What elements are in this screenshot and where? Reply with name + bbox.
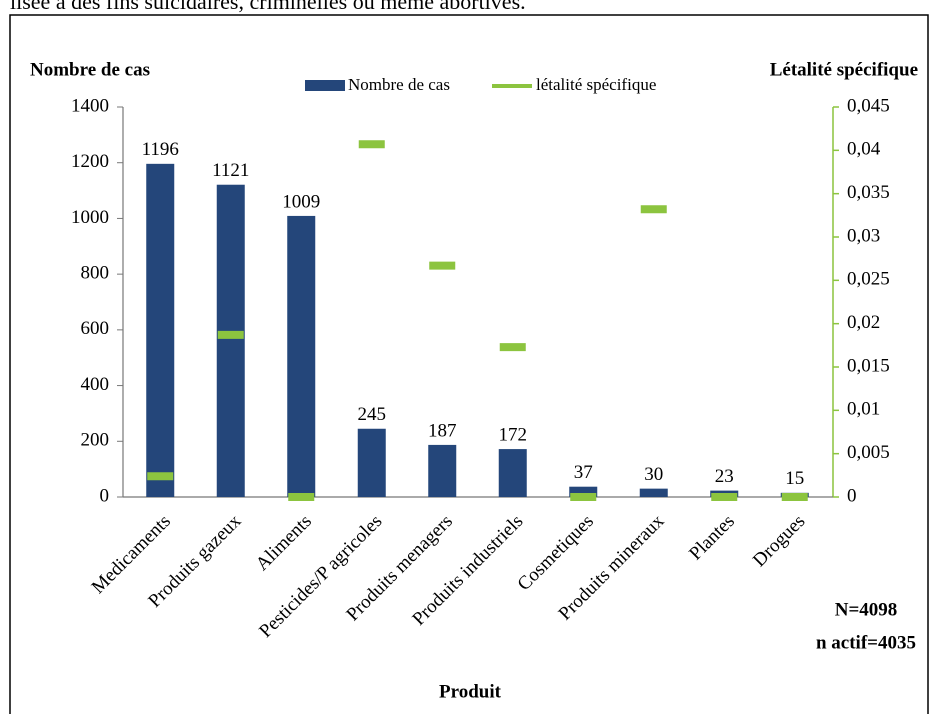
value-label: 37 <box>574 462 593 483</box>
y-tick-label: 400 <box>81 374 110 395</box>
value-label: 30 <box>644 464 663 485</box>
value-label: 245 <box>358 404 387 425</box>
value-label: 1121 <box>212 160 249 181</box>
value-label: 15 <box>785 468 804 489</box>
y-tick-label: 200 <box>81 430 110 451</box>
bar <box>216 184 245 497</box>
context-text: lisée à des fins suicidaires, criminelle… <box>10 0 526 14</box>
bar <box>287 215 316 497</box>
y2-tick-label: 0 <box>847 485 857 506</box>
bar <box>569 486 598 497</box>
value-label: 23 <box>715 466 734 487</box>
value-label: 172 <box>499 424 528 445</box>
y-tick-label: 800 <box>81 263 110 284</box>
x-tick-label: Plantes <box>685 511 739 565</box>
y2-tick-label: 0,04 <box>847 139 881 160</box>
y-tick-label: 1200 <box>71 151 109 172</box>
y2-tick-label: 0,015 <box>847 355 890 376</box>
y2-tick-label: 0,035 <box>847 182 890 203</box>
y2-tick-label: 0,045 <box>847 95 890 116</box>
chart-frame <box>9 14 929 714</box>
legend-label: Nombre de cas <box>348 75 450 94</box>
annotation: N=4098 <box>835 599 898 620</box>
bar <box>498 449 527 497</box>
y-axis-title: Nombre de cas <box>30 59 150 80</box>
bar <box>357 428 386 497</box>
bar <box>428 444 457 497</box>
value-label: 1196 <box>142 139 179 160</box>
value-label: 1009 <box>282 191 320 212</box>
bar <box>146 163 175 498</box>
y2-tick-label: 0,01 <box>847 399 880 420</box>
x-tick-label: Drogues <box>749 511 809 571</box>
y2-tick-label: 0,03 <box>847 225 880 246</box>
y-tick-label: 1000 <box>71 207 109 228</box>
legend-swatch <box>305 80 345 91</box>
y-tick-label: 600 <box>81 318 110 339</box>
y2-tick-label: 0,02 <box>847 312 880 333</box>
x-tick-label: Pesticides/P agricoles <box>255 511 386 642</box>
y-tick-label: 0 <box>100 485 110 506</box>
y2-tick-label: 0,025 <box>847 269 890 290</box>
y2-axis-title: Létalité spécifique <box>770 59 918 80</box>
x-axis-title: Produit <box>439 681 502 702</box>
y2-tick-label: 0,005 <box>847 442 890 463</box>
x-tick-label: Aliments <box>252 511 316 575</box>
legend-label: létalité spécifique <box>536 75 656 94</box>
value-label: 187 <box>428 420 457 441</box>
y-tick-label: 1400 <box>71 95 109 116</box>
bar <box>639 488 668 497</box>
annotation: n actif=4035 <box>816 632 916 653</box>
